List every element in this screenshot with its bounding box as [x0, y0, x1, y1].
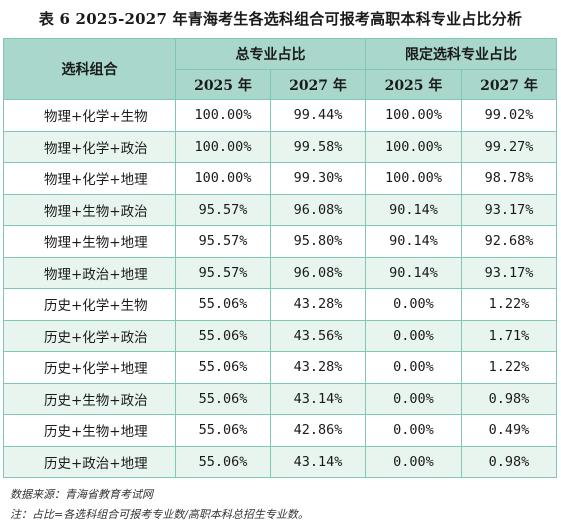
restricted-2027-cell: 1.22% [461, 288, 557, 321]
total-2025-cell: 55.06% [175, 445, 271, 478]
total-2025-cell: 100.00% [175, 99, 271, 132]
restricted-2027-cell: 0.49% [461, 414, 557, 447]
header-restricted-2027: 2027 年 [461, 69, 557, 100]
restricted-2027-cell: 92.68% [461, 225, 557, 258]
restricted-2025-cell: 100.00% [365, 99, 462, 132]
table-row: 物理+政治+地理 95.57% 96.08% 90.14% 93.17% [3, 256, 557, 289]
total-2025-cell: 55.06% [175, 351, 271, 384]
total-2025-cell: 100.00% [175, 130, 271, 163]
total-2027-cell: 99.30% [270, 162, 366, 195]
total-2025-cell: 55.06% [175, 414, 271, 447]
restricted-2025-cell: 0.00% [365, 382, 462, 415]
restricted-2027-cell: 99.02% [461, 99, 557, 132]
total-2027-cell: 43.28% [270, 351, 366, 384]
combo-cell: 物理+化学+生物 [3, 99, 176, 132]
table-title: 表 6 2025-2027 年青海考生各选科组合可报考高职本科专业占比分析 [38, 10, 523, 28]
total-2027-cell: 42.86% [270, 414, 366, 447]
restricted-2025-cell: 90.14% [365, 256, 462, 289]
header-combo: 选科组合 [3, 38, 176, 100]
data-source-note: 数据来源：青海省教育考试网 [10, 488, 153, 501]
header-total-2027: 2027 年 [270, 69, 366, 100]
table-row: 物理+化学+地理 100.00% 99.30% 100.00% 98.78% [3, 162, 557, 195]
restricted-2025-cell: 0.00% [365, 288, 462, 321]
restricted-2025-cell: 100.00% [365, 162, 462, 195]
total-2027-cell: 43.14% [270, 445, 366, 478]
total-2027-cell: 43.56% [270, 319, 366, 352]
restricted-2027-cell: 0.98% [461, 445, 557, 478]
combo-cell: 历史+化学+地理 [3, 351, 176, 384]
restricted-2025-cell: 100.00% [365, 130, 462, 163]
restricted-2027-cell: 1.22% [461, 351, 557, 384]
table-row: 物理+化学+生物 100.00% 99.44% 100.00% 99.02% [3, 99, 557, 132]
restricted-2025-cell: 90.14% [365, 193, 462, 226]
total-2027-cell: 43.14% [270, 382, 366, 415]
table-row: 历史+生物+地理 55.06% 42.86% 0.00% 0.49% [3, 414, 557, 447]
restricted-2027-cell: 1.71% [461, 319, 557, 352]
combo-cell: 历史+化学+政治 [3, 319, 176, 352]
combo-cell: 历史+生物+政治 [3, 382, 176, 415]
table-row: 物理+生物+政治 95.57% 96.08% 90.14% 93.17% [3, 193, 557, 226]
restricted-2025-cell: 0.00% [365, 445, 462, 478]
total-2025-cell: 95.57% [175, 225, 271, 258]
table-body: 物理+化学+生物 100.00% 99.44% 100.00% 99.02% 物理+化学+… [3, 99, 557, 478]
combo-cell: 物理+生物+地理 [3, 225, 176, 258]
total-2027-cell: 95.80% [270, 225, 366, 258]
total-2027-cell: 96.08% [270, 193, 366, 226]
table-row: 历史+化学+地理 55.06% 43.28% 0.00% 1.22% [3, 351, 557, 384]
total-2025-cell: 55.06% [175, 288, 271, 321]
combo-cell: 物理+政治+地理 [3, 256, 176, 289]
table-notes: 数据来源：青海省教育考试网 注：占比=各选科组合可报考专业数/高职本科总招生专业… [10, 485, 550, 525]
total-2025-cell: 55.06% [175, 382, 271, 415]
header-restricted-share: 限定选科专业占比 [365, 38, 557, 70]
total-2025-cell: 95.57% [175, 193, 271, 226]
total-2025-cell: 55.06% [175, 319, 271, 352]
table-row: 历史+生物+政治 55.06% 43.14% 0.00% 0.98% [3, 382, 557, 415]
total-2027-cell: 99.44% [270, 99, 366, 132]
combo-cell: 物理+化学+政治 [3, 130, 176, 163]
table-row: 历史+化学+政治 55.06% 43.56% 0.00% 1.71% [3, 319, 557, 352]
restricted-2025-cell: 0.00% [365, 319, 462, 352]
combo-cell: 物理+化学+地理 [3, 162, 176, 195]
data-table: 选科组合 总专业占比 限定选科专业占比 2025 年 2027 年 2025 年… [3, 38, 557, 478]
total-2027-cell: 43.28% [270, 288, 366, 321]
combo-cell: 历史+政治+地理 [3, 445, 176, 478]
restricted-2027-cell: 0.98% [461, 382, 557, 415]
total-2027-cell: 96.08% [270, 256, 366, 289]
combo-cell: 历史+化学+生物 [3, 288, 176, 321]
restricted-2025-cell: 0.00% [365, 351, 462, 384]
restricted-2027-cell: 99.27% [461, 130, 557, 163]
restricted-2025-cell: 90.14% [365, 225, 462, 258]
restricted-2027-cell: 93.17% [461, 193, 557, 226]
table-row: 物理+化学+政治 100.00% 99.58% 100.00% 99.27% [3, 130, 557, 163]
restricted-2025-cell: 0.00% [365, 414, 462, 447]
table-row: 历史+化学+生物 55.06% 43.28% 0.00% 1.22% [3, 288, 557, 321]
header-total-share: 总专业占比 [175, 38, 366, 70]
combo-cell: 历史+生物+地理 [3, 414, 176, 447]
formula-note: 注：占比=各选科组合可报考专业数/高职本科总招生专业数。 [10, 508, 309, 521]
header-restricted-2025: 2025 年 [365, 69, 462, 100]
total-2025-cell: 100.00% [175, 162, 271, 195]
restricted-2027-cell: 98.78% [461, 162, 557, 195]
total-2027-cell: 99.58% [270, 130, 366, 163]
table-row: 历史+政治+地理 55.06% 43.14% 0.00% 0.98% [3, 445, 557, 478]
table-header: 选科组合 总专业占比 限定选科专业占比 2025 年 2027 年 2025 年… [3, 38, 557, 100]
table-row: 物理+生物+地理 95.57% 95.80% 90.14% 92.68% [3, 225, 557, 258]
combo-cell: 物理+生物+政治 [3, 193, 176, 226]
restricted-2027-cell: 93.17% [461, 256, 557, 289]
total-2025-cell: 95.57% [175, 256, 271, 289]
header-total-2025: 2025 年 [175, 69, 271, 100]
